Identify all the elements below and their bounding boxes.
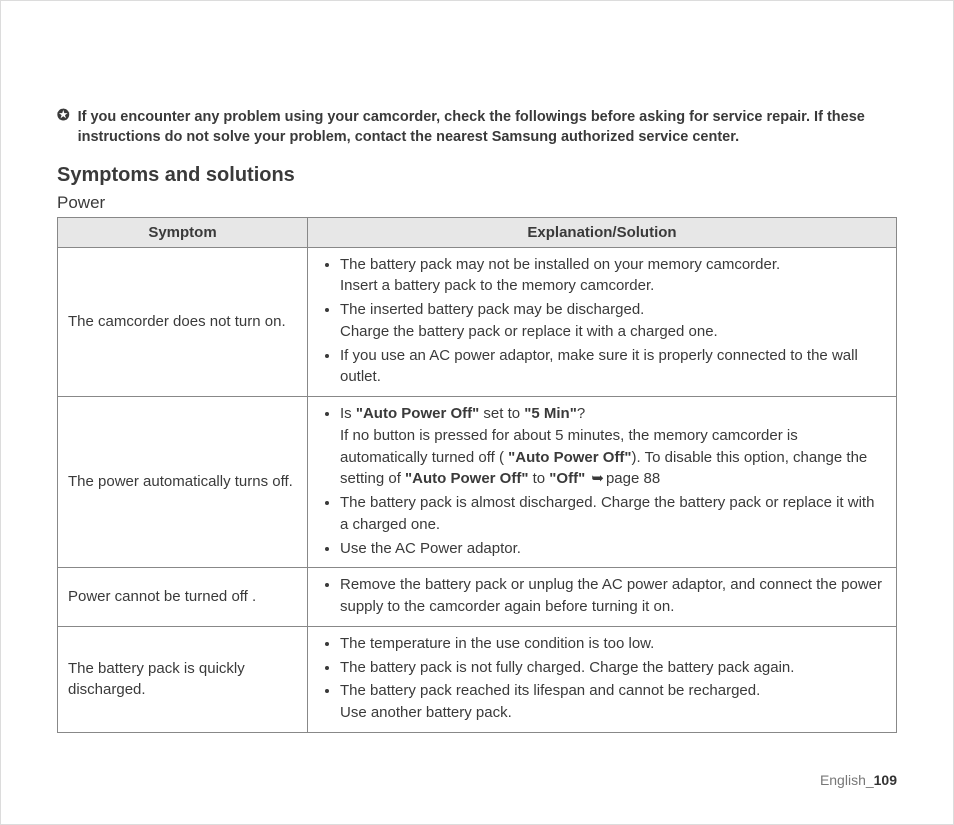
- intro-text: If you encounter any problem using your …: [78, 107, 897, 148]
- table-header: Symptom Explanation/Solution: [58, 217, 897, 247]
- solution-list: The battery pack may not be installed on…: [318, 254, 886, 389]
- symptom-cell: The camcorder does not turn on.: [58, 247, 308, 397]
- footer-page-number: 109: [874, 772, 897, 788]
- table-row: The power automatically turns off. Is "Au…: [58, 397, 897, 568]
- solution-item: The battery pack reached its lifespan an…: [340, 680, 886, 724]
- solution-item: The battery pack is not fully charged. C…: [340, 657, 886, 679]
- section-title: Symptoms and solutions: [57, 164, 897, 187]
- star-bullet-icon: ✪: [57, 107, 70, 148]
- table-body: The camcorder does not turn on. The batte…: [58, 247, 897, 732]
- solution-item: If you use an AC power adaptor, make sur…: [340, 345, 886, 389]
- symptom-cell: The power automatically turns off.: [58, 397, 308, 568]
- solution-cell: Remove the battery pack or unplug the AC…: [308, 568, 897, 627]
- solution-item: Use the AC Power adaptor.: [340, 538, 886, 560]
- symptom-cell: Power cannot be turned off .: [58, 568, 308, 627]
- solution-cell: Is "Auto Power Off" set to "5 Min"?If no…: [308, 397, 897, 568]
- solution-cell: The temperature in the use condition is …: [308, 626, 897, 732]
- solution-item: The battery pack may not be installed on…: [340, 254, 886, 298]
- manual-page: ✪ If you encounter any problem using you…: [0, 0, 954, 825]
- table-row: The camcorder does not turn on. The batte…: [58, 247, 897, 397]
- col-header-symptom: Symptom: [58, 217, 308, 247]
- solution-item: Is "Auto Power Off" set to "5 Min"?If no…: [340, 403, 886, 490]
- solution-list: Is "Auto Power Off" set to "5 Min"?If no…: [318, 403, 886, 559]
- solution-item: The temperature in the use condition is …: [340, 633, 886, 655]
- solution-item: The battery pack is almost discharged. C…: [340, 492, 886, 536]
- intro-note: ✪ If you encounter any problem using you…: [57, 107, 897, 148]
- sub-section-title: Power: [57, 193, 897, 213]
- symptom-cell: The battery pack is quickly discharged.: [58, 626, 308, 732]
- solution-list: Remove the battery pack or unplug the AC…: [318, 574, 886, 618]
- solution-list: The temperature in the use condition is …: [318, 633, 886, 724]
- footer-language: English_: [820, 772, 874, 788]
- solution-item: The inserted battery pack may be dischar…: [340, 299, 886, 343]
- col-header-solution: Explanation/Solution: [308, 217, 897, 247]
- solution-item: Remove the battery pack or unplug the AC…: [340, 574, 886, 618]
- table-row: Power cannot be turned off . Remove the b…: [58, 568, 897, 627]
- solution-cell: The battery pack may not be installed on…: [308, 247, 897, 397]
- table-row: The battery pack is quickly discharged. T…: [58, 626, 897, 732]
- page-footer: English_109: [820, 772, 897, 788]
- symptoms-table: Symptom Explanation/Solution The camcord…: [57, 217, 897, 733]
